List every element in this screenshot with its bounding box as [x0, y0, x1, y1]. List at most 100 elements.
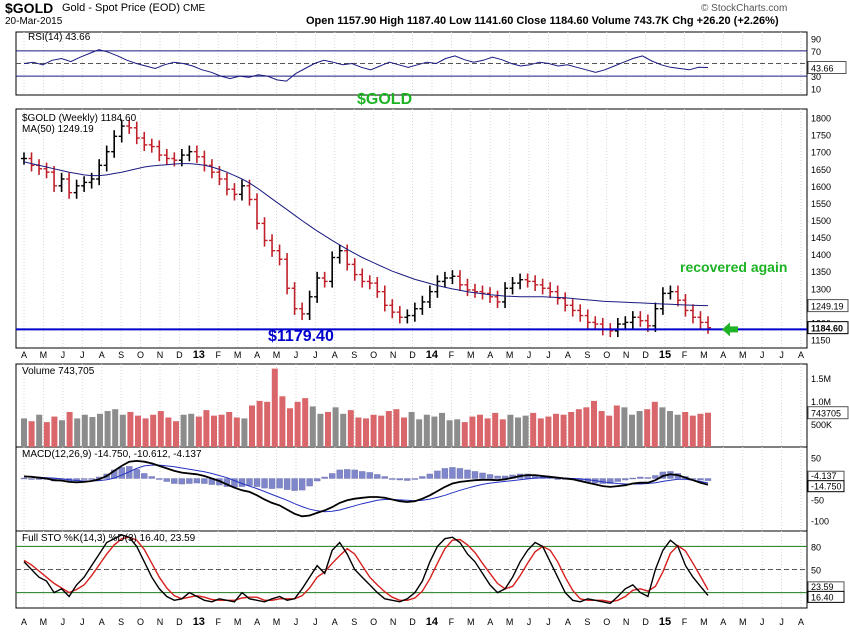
x-tick-label-top: A — [254, 350, 260, 360]
volume-bar — [203, 410, 210, 447]
x-tick-label-top: M — [700, 350, 708, 360]
x-tick-label-top: N — [157, 350, 164, 360]
x-tick-label-top: J — [61, 350, 66, 360]
x-tick-label-top: A — [332, 350, 338, 360]
x-tick-label-bottom: M — [506, 617, 514, 627]
x-tick-label-bottom: A — [99, 617, 105, 627]
volume-bar — [423, 414, 430, 447]
x-tick-label-bottom: J — [527, 617, 532, 627]
x-tick-label-bottom: M — [273, 617, 281, 627]
volume-bar — [195, 416, 202, 447]
gold-annotation: $GOLD — [357, 91, 412, 108]
macd-histogram-bar — [389, 478, 396, 480]
x-tick-label-bottom: M — [467, 617, 475, 627]
rsi-tick-label: 30 — [811, 72, 821, 82]
volume-bar — [401, 417, 407, 447]
x-tick-label-top: N — [623, 350, 630, 360]
price-tick-label: 1500 — [811, 216, 831, 226]
volume-tick-label: 1.5M — [811, 374, 831, 384]
volume-bar — [218, 414, 225, 447]
volume-bar — [188, 413, 195, 447]
x-tick-label-bottom: N — [390, 617, 397, 627]
x-tick-label-bottom: O — [603, 617, 610, 627]
macd-histogram-bar — [321, 476, 328, 479]
macd-histogram-bar — [411, 478, 419, 480]
x-tick-label-top: A — [99, 350, 105, 360]
x-tick-label-top: J — [80, 350, 85, 360]
volume-bar — [378, 415, 385, 447]
open-label: Open — [306, 15, 335, 27]
rsi-tick-label: 10 — [811, 85, 821, 95]
macd-signal-line — [24, 464, 709, 513]
macd-histogram-bar — [622, 478, 629, 481]
x-tick-label-top: J — [294, 350, 299, 360]
x-tick-label-top: D — [409, 350, 416, 360]
x-tick-label-bottom: J — [313, 617, 318, 627]
macd-histogram-bar — [186, 478, 193, 484]
x-tick-label-bottom: A — [720, 617, 726, 627]
price-tick-label: 1600 — [811, 182, 831, 192]
volume-bar — [81, 414, 88, 447]
x-tick-label-top: N — [390, 350, 397, 360]
volume-bar — [173, 421, 179, 447]
symbol-title: $GOLD — [5, 0, 54, 16]
volume-bar — [302, 398, 309, 447]
volume-bar — [522, 415, 529, 447]
x-tick-label-top: A — [720, 350, 726, 360]
x-tick-label-bottom: S — [584, 617, 590, 627]
x-tick-label-top: M — [273, 350, 281, 360]
price-tick-label: 1650 — [811, 165, 831, 175]
macd-histogram-bar — [396, 478, 403, 481]
rsi-tick-label: 70 — [811, 47, 821, 57]
x-tick-label-top: A — [798, 350, 804, 360]
x-tick-label-bottom: D — [642, 617, 649, 627]
macd-legend: MACD(12,26,9) -14.750, -10.612, -4.137 — [22, 449, 202, 460]
open-value: 1157.90 — [337, 15, 377, 27]
macd-histogram-bar — [163, 478, 170, 482]
macd-histogram-bar — [351, 469, 358, 479]
x-tick-label-top: J — [546, 350, 551, 360]
sto-d-label: 23.59 — [811, 582, 834, 592]
macd-histogram-bar — [283, 478, 291, 490]
volume-bar — [355, 417, 362, 447]
volume-bar — [309, 406, 316, 447]
x-tick-label-bottom: A — [565, 617, 571, 627]
volume-value-label: 743705 — [811, 409, 841, 419]
x-tick-label-top: M — [506, 350, 514, 360]
macd-histogram-bar — [88, 478, 95, 480]
x-tick-label-bottom: J — [61, 617, 66, 627]
volume-bar — [507, 414, 514, 447]
x-tick-label-bottom: 13 — [193, 616, 205, 628]
volume-bar — [469, 416, 476, 447]
close-value-label: 1184.60 — [811, 324, 843, 334]
volume-bar — [233, 417, 240, 447]
macd-signal-label: -4.137 — [811, 471, 837, 481]
x-tick-label-bottom: A — [332, 617, 338, 627]
x-tick-label-top: M — [467, 350, 475, 360]
volume-bar — [393, 409, 400, 447]
volume-label: Volume — [591, 15, 631, 27]
sto-k-line — [23, 534, 709, 605]
volume-bar — [606, 415, 613, 447]
macd-histogram-bar — [329, 473, 336, 479]
macd-histogram-bar — [419, 476, 426, 479]
rsi-line — [23, 49, 709, 82]
x-tick-label-top: D — [642, 350, 649, 360]
low-value: 1141.60 — [474, 15, 514, 27]
macd-histogram-bar — [126, 466, 133, 479]
price-tick-label: 1550 — [811, 199, 831, 209]
volume-bar — [515, 417, 521, 447]
macd-histogram-bar — [404, 478, 411, 481]
volume-bar — [454, 419, 461, 447]
macd-histogram-bar — [479, 472, 486, 479]
x-tick-label-bottom: A — [21, 617, 27, 627]
volume-bar — [636, 411, 643, 447]
x-tick-label-bottom: N — [623, 617, 630, 627]
macd-histogram-bar — [486, 474, 494, 479]
x-tick-label-top: 15 — [659, 349, 671, 361]
x-tick-label-bottom: J — [779, 617, 784, 627]
low-label: Low — [449, 15, 472, 27]
x-tick-label-top: A — [487, 350, 493, 360]
volume-bar — [629, 414, 635, 447]
